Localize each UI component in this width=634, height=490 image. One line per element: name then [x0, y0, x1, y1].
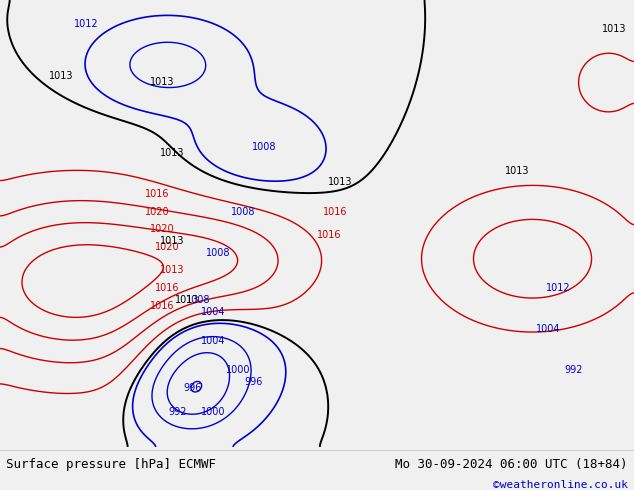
Text: 996: 996 [245, 377, 262, 387]
Text: 1016: 1016 [318, 230, 342, 240]
Text: 1008: 1008 [252, 142, 276, 152]
Text: 1016: 1016 [150, 301, 174, 311]
Text: 1016: 1016 [155, 283, 179, 293]
Text: 1013: 1013 [505, 166, 529, 175]
Text: 1012: 1012 [546, 283, 570, 293]
Text: 1008: 1008 [231, 207, 256, 217]
Text: 1013: 1013 [49, 72, 73, 81]
Text: 992: 992 [564, 366, 583, 375]
Text: 1013: 1013 [328, 177, 352, 187]
Text: 1013: 1013 [176, 295, 200, 305]
Text: 992: 992 [168, 407, 187, 416]
Text: 1016: 1016 [145, 189, 169, 199]
Text: 1008: 1008 [186, 295, 210, 305]
Text: 1004: 1004 [536, 324, 560, 334]
Text: 1020: 1020 [150, 224, 174, 234]
Text: 1004: 1004 [201, 307, 225, 317]
Text: 1013: 1013 [160, 236, 184, 246]
Text: 1016: 1016 [323, 207, 347, 217]
Text: 1013: 1013 [160, 148, 184, 158]
Text: 1013: 1013 [602, 24, 626, 34]
Text: 1008: 1008 [206, 248, 230, 258]
Text: 1000: 1000 [226, 366, 250, 375]
Text: 996: 996 [184, 383, 202, 393]
Text: 1000: 1000 [201, 407, 225, 416]
Text: ©weatheronline.co.uk: ©weatheronline.co.uk [493, 480, 628, 490]
Text: 1004: 1004 [201, 336, 225, 346]
Text: 1013: 1013 [160, 266, 184, 275]
Text: 1020: 1020 [155, 242, 179, 252]
Text: 1013: 1013 [150, 77, 174, 87]
Text: Mo 30-09-2024 06:00 UTC (18+84): Mo 30-09-2024 06:00 UTC (18+84) [395, 458, 628, 470]
Text: Surface pressure [hPa] ECMWF: Surface pressure [hPa] ECMWF [6, 458, 216, 470]
Text: 1012: 1012 [74, 19, 98, 28]
Text: 1020: 1020 [145, 207, 169, 217]
